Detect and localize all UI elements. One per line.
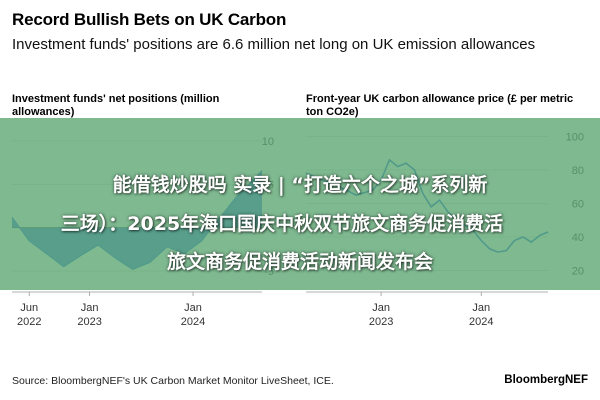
x-tick-label: Jan [472, 302, 490, 314]
overlay-headline-line-1: 能借钱炒股吗 实录 | “打造六个之城”系列新 [112, 174, 488, 196]
chart-title: Record Bullish Bets on UK Carbon [12, 10, 287, 29]
x-tick-label: Jan [81, 302, 99, 314]
overlay-headline-line-2: 三场）：2025年海口国庆中秋双节旅文商务促消费活 [60, 213, 504, 235]
x-tick-year-label: 2023 [77, 316, 101, 328]
x-tick-year-label: 2024 [469, 316, 493, 328]
brand-logo: BloombergNEF [504, 374, 588, 386]
x-tick-year-label: 2023 [369, 316, 393, 328]
chart-subtitle: Investment funds' positions are 6.6 mill… [12, 36, 536, 53]
x-tick-label: Jan [372, 302, 390, 314]
overlay-headline-line-3: 旅文商务促消费活动新闻发布会 [166, 251, 433, 273]
x-tick-year-label: 2024 [181, 316, 205, 328]
right-panel-title: Front-year UK carbon allowance price (£ … [306, 93, 574, 118]
news-overlay-banner [0, 118, 600, 290]
x-tick-label: Jun [20, 302, 38, 314]
x-tick-year-label: 2022 [17, 316, 41, 328]
source-note: Source: BloombergNEF's UK Carbon Market … [12, 375, 334, 387]
left-panel-title: Investment funds' net positions (million… [12, 93, 220, 118]
x-tick-label: Jan [184, 302, 202, 314]
